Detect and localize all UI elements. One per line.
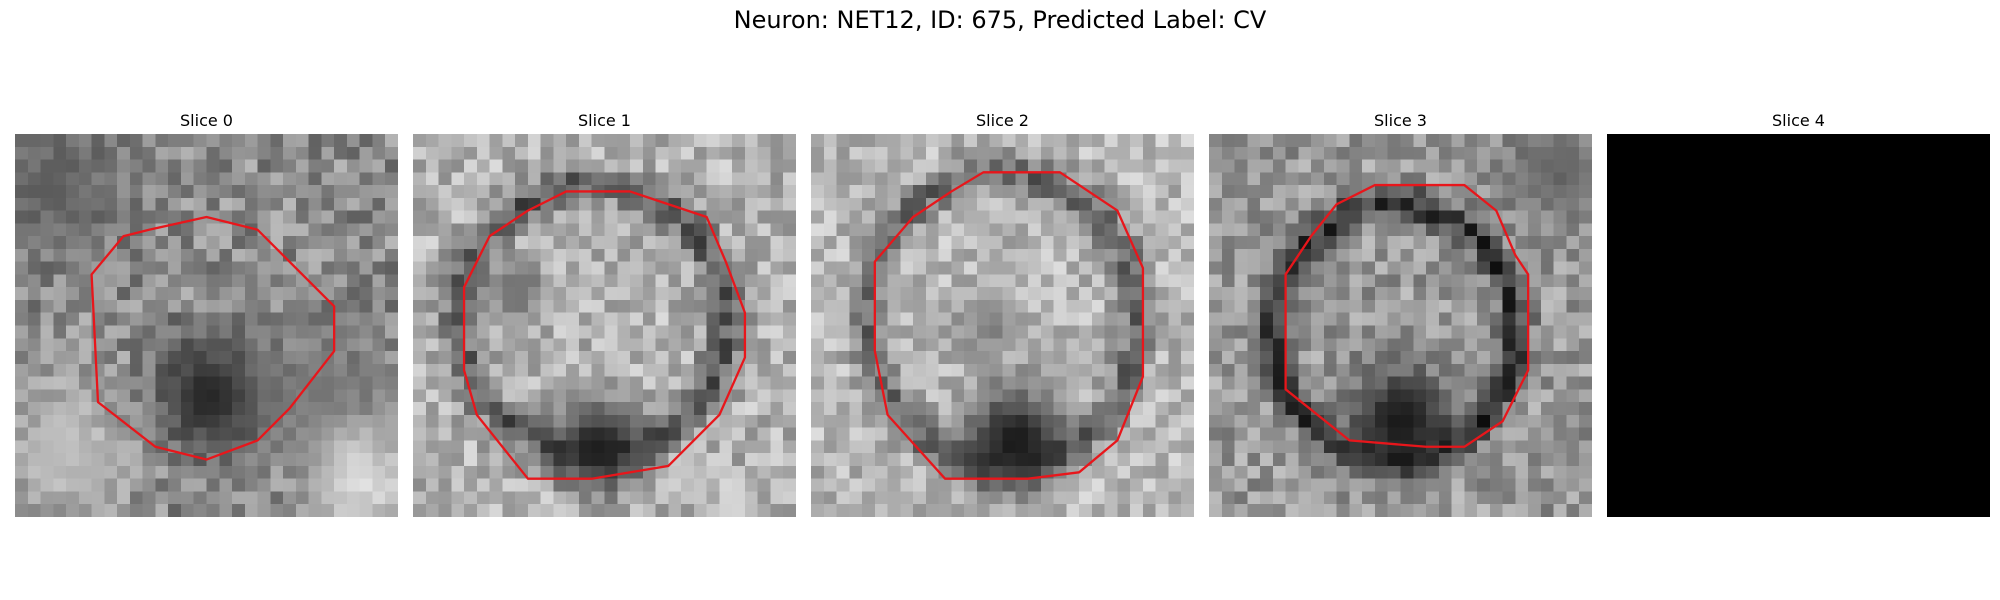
slice-title-3: Slice 3 xyxy=(1374,111,1427,130)
segmentation-contour xyxy=(873,171,1145,480)
slice-panel-0: Slice 0 xyxy=(15,108,398,517)
slice-image-1 xyxy=(413,134,796,517)
slice-panel-2: Slice 2 xyxy=(811,108,1194,517)
slice-panel-3: Slice 3 xyxy=(1209,108,1592,517)
slice-panel-1: Slice 1 xyxy=(413,108,796,517)
figure-title: Neuron: NET12, ID: 675, Predicted Label:… xyxy=(733,6,1267,34)
slice-title-4: Slice 4 xyxy=(1772,111,1825,130)
slice-panel-4: Slice 4 xyxy=(1607,108,1990,517)
slice-image-2 xyxy=(811,134,1194,517)
slice-title-0: Slice 0 xyxy=(180,111,233,130)
slice-image-0 xyxy=(15,134,398,517)
segmentation-contour xyxy=(462,190,747,480)
slice-title-1: Slice 1 xyxy=(578,111,631,130)
segmentation-contour xyxy=(90,215,336,461)
segmentation-contour xyxy=(1284,183,1530,448)
slice-image-4 xyxy=(1607,134,1990,517)
blank-slice-fill xyxy=(1607,134,1990,517)
slice-title-2: Slice 2 xyxy=(976,111,1029,130)
slice-image-3 xyxy=(1209,134,1592,517)
